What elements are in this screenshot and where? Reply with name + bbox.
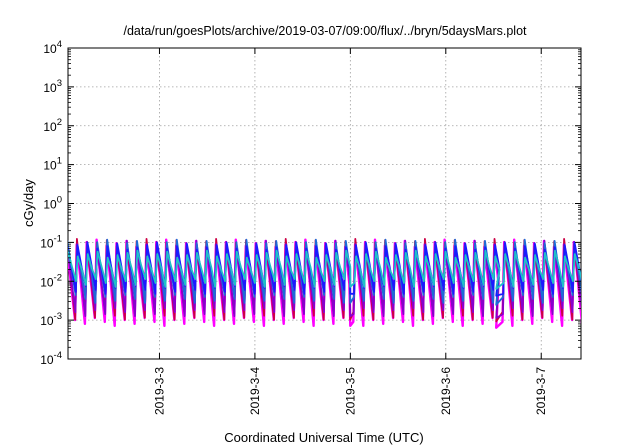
y-tick-label: 100 xyxy=(43,195,62,212)
y-tick-label: 103 xyxy=(43,78,62,95)
x-tick-label: 2019-3-5 xyxy=(343,367,357,415)
y-axis-title: cGy/day xyxy=(21,179,36,227)
x-axis-title: Coordinated Universal Time (UTC) xyxy=(224,430,423,445)
y-tick-label: 10-1 xyxy=(40,233,62,250)
x-tick-label: 2019-3-4 xyxy=(248,367,262,415)
x-tick-label: 2019-3-3 xyxy=(152,367,166,415)
y-tick-label: 104 xyxy=(43,39,62,56)
series-line xyxy=(68,239,581,319)
x-tick-label: 2019-3-7 xyxy=(534,367,548,415)
y-tick-label: 102 xyxy=(43,117,62,134)
y-tick-label: 10-2 xyxy=(40,272,62,289)
series-line xyxy=(68,249,581,290)
y-tick-label: 101 xyxy=(43,156,62,173)
y-tick-label: 10-4 xyxy=(40,350,62,367)
chart-title: /data/run/goesPlots/archive/2019-03-07/0… xyxy=(123,24,527,38)
y-tick-label: 10-3 xyxy=(40,311,62,328)
x-tick-label: 2019-3-6 xyxy=(439,367,453,415)
